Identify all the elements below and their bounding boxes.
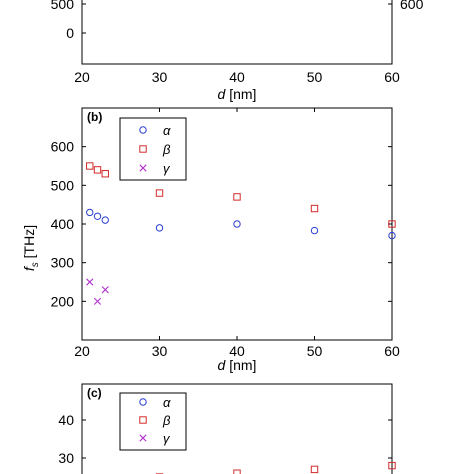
data-point-square bbox=[310, 465, 319, 474]
panel-a-xtick-label: 50 bbox=[307, 69, 323, 85]
data-point-circle bbox=[310, 226, 319, 235]
data-point-square bbox=[155, 189, 164, 197]
panel-a-right-ytick-label: 600 bbox=[400, 0, 424, 12]
panel-b-label: (b) bbox=[87, 110, 102, 124]
legend-marker-cross bbox=[139, 164, 147, 172]
data-point-square bbox=[388, 461, 396, 470]
data-point-square bbox=[310, 204, 319, 213]
panel-c-label: (c) bbox=[87, 386, 102, 400]
panel-b-xtick-label: 20 bbox=[74, 343, 90, 359]
data-point-cross bbox=[93, 297, 102, 305]
legend-label: γ bbox=[163, 161, 171, 176]
data-point-square bbox=[233, 193, 241, 201]
data-point-cross bbox=[86, 278, 94, 286]
panel-c-ytick-label: 30 bbox=[58, 450, 74, 466]
panel-b-xticks: 20 30 40 50 60 bbox=[74, 108, 400, 359]
data-point-circle bbox=[86, 208, 94, 217]
data-point-circle bbox=[101, 216, 109, 224]
data-point-circle bbox=[388, 231, 396, 240]
legend-label: α bbox=[163, 123, 171, 138]
data-point-circle bbox=[233, 220, 241, 228]
panel-c-legend: αβγ bbox=[119, 392, 187, 451]
panel-b: (b) 200 300 400 500 600 20 30 40 50 60 d [nm] fs… bbox=[21, 107, 400, 373]
panel-a-xtick-label: 40 bbox=[229, 69, 245, 85]
panel-a: 500 0 600 20 30 40 50 60 d [nm] bbox=[51, 0, 424, 102]
data-point-square bbox=[101, 170, 109, 178]
legend-marker-square bbox=[139, 416, 147, 424]
panel-a-xlabel: d [nm] bbox=[218, 86, 257, 102]
panel-b-ytick-label: 600 bbox=[51, 139, 75, 155]
panel-b-xtick-label: 40 bbox=[229, 343, 245, 359]
panel-b-ytick-label: 300 bbox=[51, 255, 75, 271]
panel-b-xtick-label: 50 bbox=[307, 343, 323, 359]
data-point-circle bbox=[93, 212, 102, 220]
panel-a-xtick-label: 20 bbox=[74, 69, 90, 85]
panel-c: (c) 30 40 αβγ bbox=[58, 383, 396, 474]
legend-label: β bbox=[162, 413, 171, 428]
panel-a-xtick-label: 30 bbox=[152, 69, 168, 85]
panel-c-ytick-label: 40 bbox=[58, 412, 74, 428]
data-point-square bbox=[388, 220, 396, 228]
panel-b-ylabel: fs [THz] bbox=[21, 225, 41, 271]
panel-b-legend: αβγ bbox=[119, 117, 187, 181]
legend-marker-circle bbox=[139, 398, 147, 406]
panel-b-xtick-label: 30 bbox=[152, 343, 168, 359]
panel-a-frame bbox=[81, 0, 393, 65]
legend-label: β bbox=[162, 142, 171, 157]
data-point-square bbox=[86, 162, 94, 170]
panel-c-yticks: 30 40 bbox=[58, 412, 392, 466]
data-point-square bbox=[93, 166, 102, 174]
panel-b-ytick-label: 200 bbox=[51, 293, 75, 309]
data-point-cross bbox=[101, 286, 109, 294]
panel-a-ytick-label: 500 bbox=[51, 0, 75, 12]
panel-b-legend-box bbox=[119, 117, 187, 181]
panel-a-xtick-label: 60 bbox=[384, 69, 400, 85]
data-point-square bbox=[233, 469, 241, 474]
legend-label: γ bbox=[163, 431, 171, 446]
legend-marker-square bbox=[139, 145, 147, 153]
legend-label: α bbox=[163, 395, 171, 410]
panel-c-frame bbox=[81, 383, 393, 474]
legend-marker-cross bbox=[139, 434, 147, 442]
panel-b-ytick-label: 500 bbox=[51, 177, 75, 193]
panel-b-xlabel: d [nm] bbox=[218, 357, 257, 373]
panel-c-legend-box bbox=[119, 392, 187, 451]
legend-marker-circle bbox=[139, 126, 147, 134]
panel-c-data-points bbox=[155, 461, 396, 474]
data-point-circle bbox=[155, 224, 164, 232]
panel-a-ytick-label: 0 bbox=[66, 25, 74, 41]
panel-b-ytick-label: 400 bbox=[51, 216, 75, 232]
panel-b-xtick-label: 60 bbox=[384, 343, 400, 359]
panel-b-yticks: 200 300 400 500 600 bbox=[51, 139, 392, 309]
panel-b-data-points bbox=[86, 162, 396, 305]
